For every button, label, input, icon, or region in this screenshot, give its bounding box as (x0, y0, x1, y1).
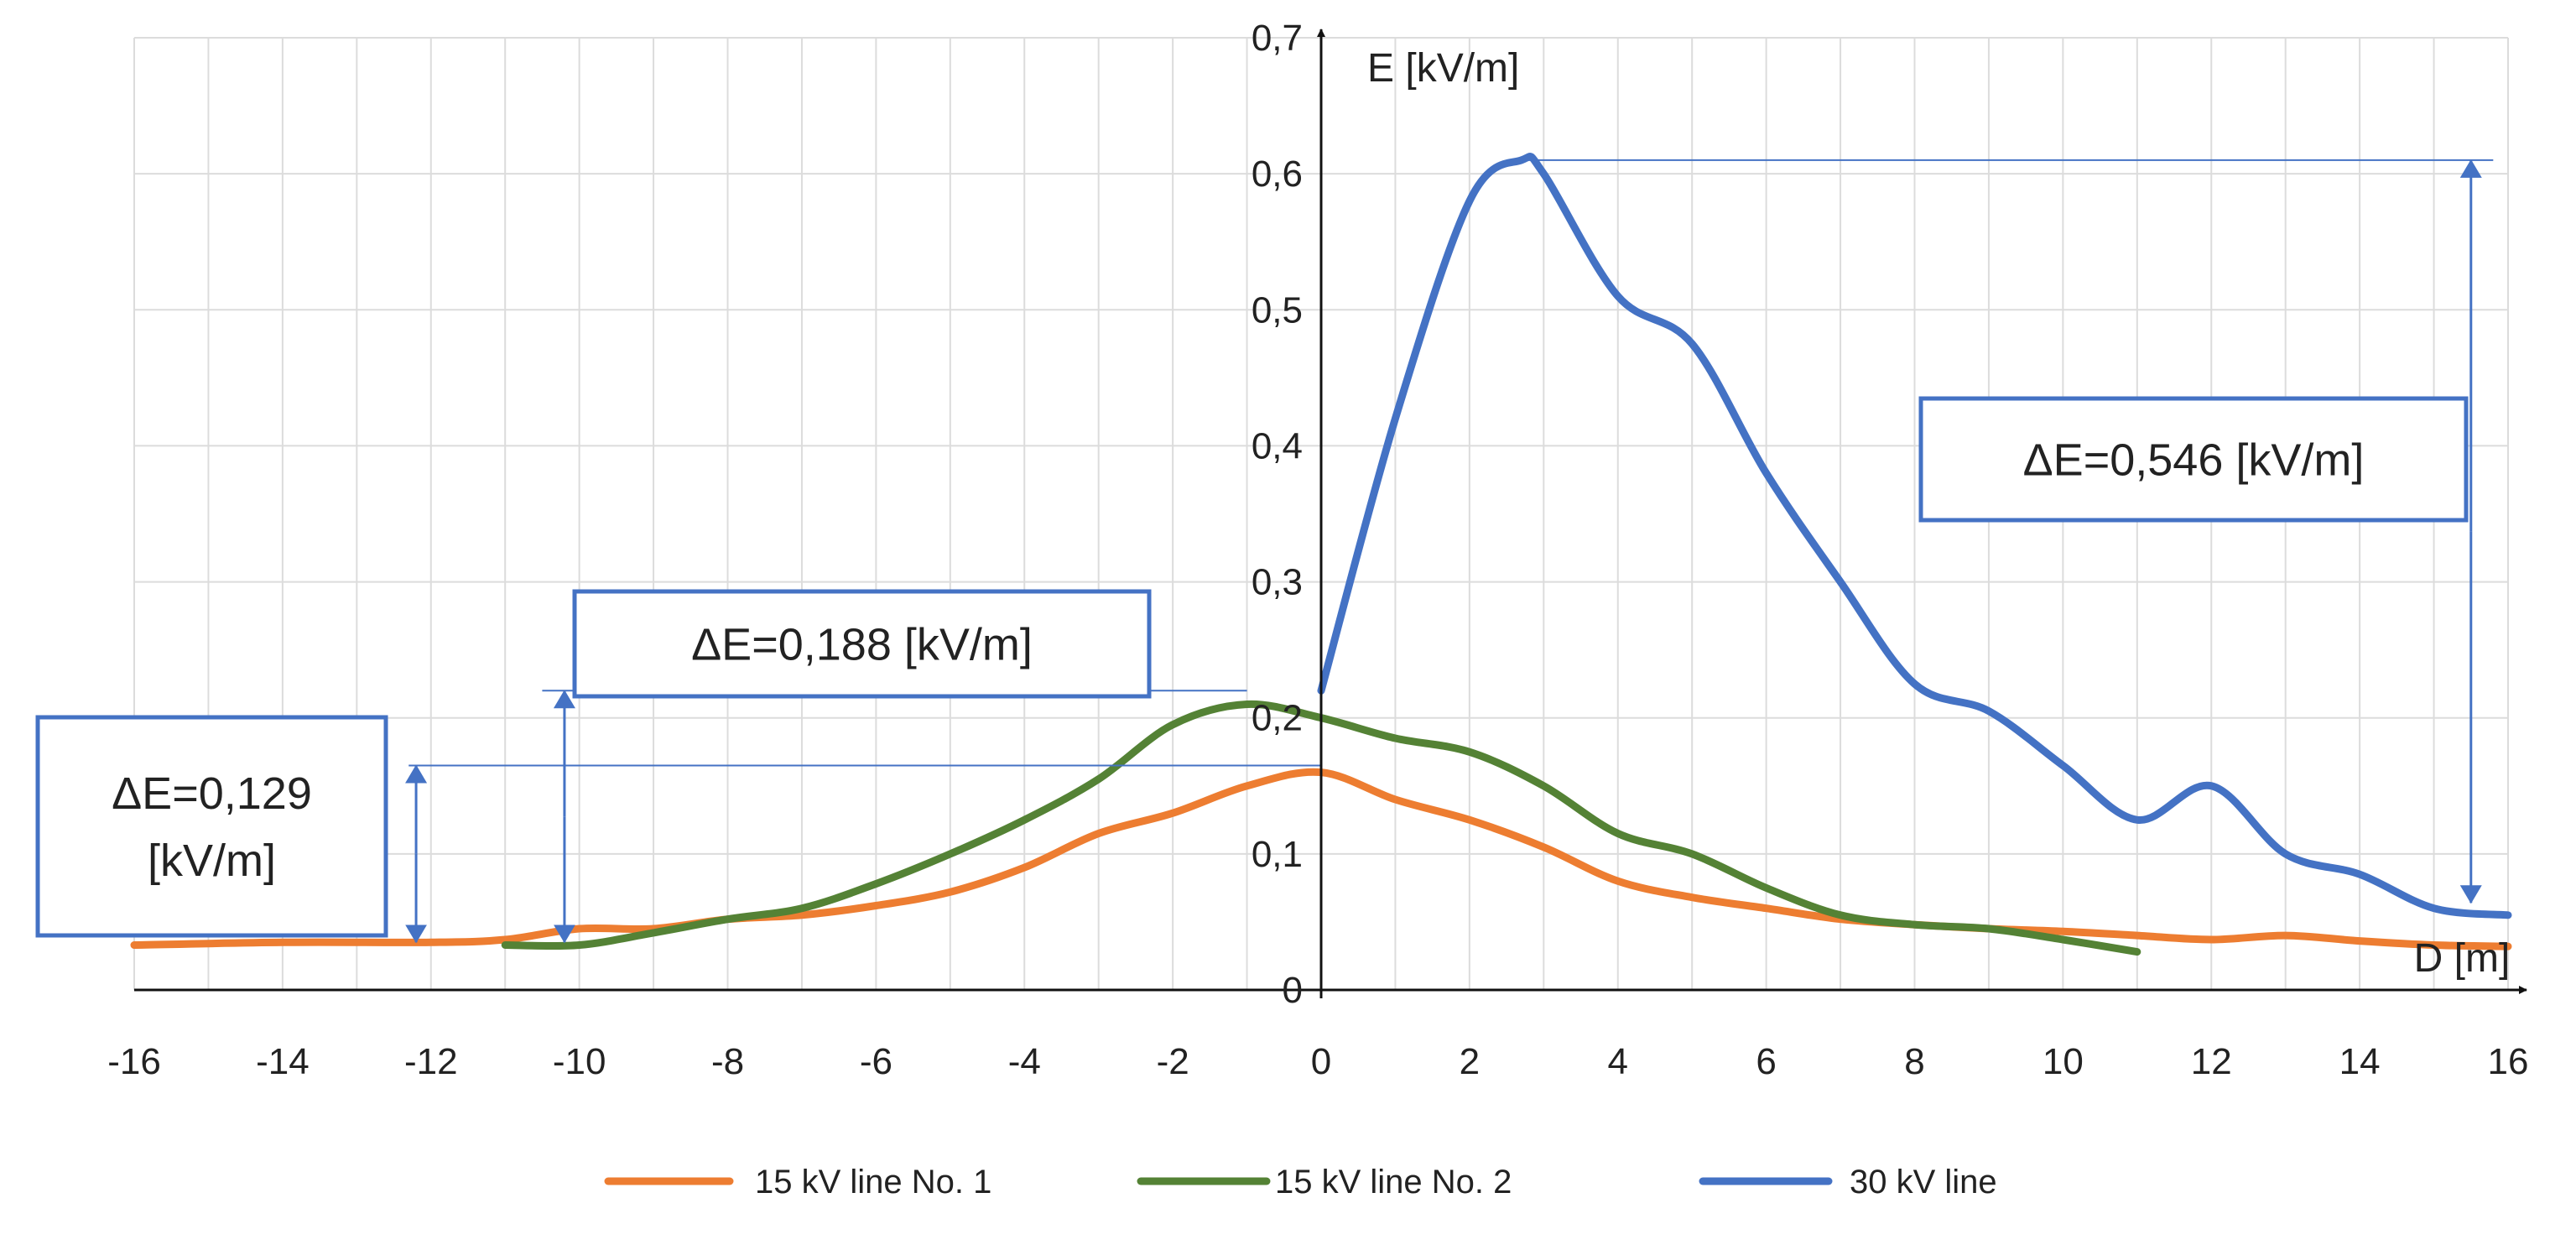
x-tick-label: 8 (1904, 1041, 1924, 1082)
y-tick-label: 0,6 (1252, 154, 1303, 195)
series-line-3 (1317, 153, 2512, 919)
x-tick-label: 0 (1311, 1041, 1331, 1082)
x-tick-label: 14 (2339, 1041, 2381, 1082)
x-axis-title: D [m] (2414, 936, 2511, 981)
legend-item: 30 kV line (1699, 1164, 1997, 1201)
x-tick-label: -6 (860, 1041, 892, 1082)
legend-item: 15 kV line No. 1 (604, 1164, 991, 1201)
x-tick-label: -4 (1008, 1041, 1041, 1082)
x-tick-label: 16 (2488, 1041, 2529, 1082)
legend: 15 kV line No. 1 15 kV line No. 2 30 kV li… (604, 1164, 1997, 1201)
tick-labels: -16 -14 -12 -10 -8 -6 -4 -2 0 2 4 6 8 10 12 14 16 0 0,1 0,2… (107, 18, 2528, 1082)
annotation-2: ΔE=0,188 [kV/m] (542, 589, 1247, 944)
annotation-label: ΔE=0,129 (112, 768, 312, 819)
x-tick-label: 4 (1608, 1041, 1628, 1082)
annotation-label: [kV/m] (148, 836, 276, 886)
x-tick-label: -2 (1157, 1041, 1189, 1082)
y-tick-label: 0,3 (1252, 562, 1303, 603)
y-tick-label: 0,4 (1252, 425, 1303, 466)
annotation-label: ΔE=0,188 [kV/m] (691, 620, 1033, 670)
axes (134, 29, 2527, 998)
x-tick-label: -16 (107, 1041, 161, 1082)
legend-label: 15 kV line No. 2 (1275, 1164, 1512, 1201)
x-tick-label: 10 (2043, 1041, 2084, 1082)
annotations: ΔE=0,546 [kV/m] ΔE=0,188 [kV/m] ΔE=0,129 [k… (35, 159, 2494, 944)
y-tick-label: 0,2 (1252, 698, 1303, 739)
annotation-label: ΔE=0,546 [kV/m] (2023, 435, 2365, 486)
annotation-box (1918, 396, 2469, 523)
annotation-1: ΔE=0,546 [kV/m] (1521, 159, 2494, 904)
x-tick-label: -10 (553, 1041, 606, 1082)
series-line-1 (130, 768, 2512, 951)
x-tick-label: 12 (2191, 1041, 2232, 1082)
annotation-3: ΔE=0,129 [kV/m] (35, 715, 1321, 944)
x-tick-label: -14 (256, 1041, 310, 1082)
legend-label: 15 kV line No. 1 (755, 1164, 991, 1201)
y-tick-label: 0,1 (1252, 834, 1303, 875)
legend-label: 30 kV line (1850, 1164, 1997, 1201)
y-tick-label: 0 (1283, 970, 1303, 1011)
x-tick-label: -8 (711, 1041, 744, 1082)
x-tick-label: -12 (404, 1041, 458, 1082)
annotation-box (35, 715, 388, 938)
x-tick-label: 6 (1756, 1041, 1776, 1082)
y-tick-label: 0,7 (1252, 18, 1303, 59)
y-tick-label: 0,5 (1252, 289, 1303, 331)
annotation-box (572, 589, 1152, 699)
legend-item: 15 kV line No. 2 (1137, 1164, 1512, 1201)
x-tick-label: 2 (1460, 1041, 1480, 1082)
y-axis-title: E [kV/m] (1367, 46, 1519, 91)
